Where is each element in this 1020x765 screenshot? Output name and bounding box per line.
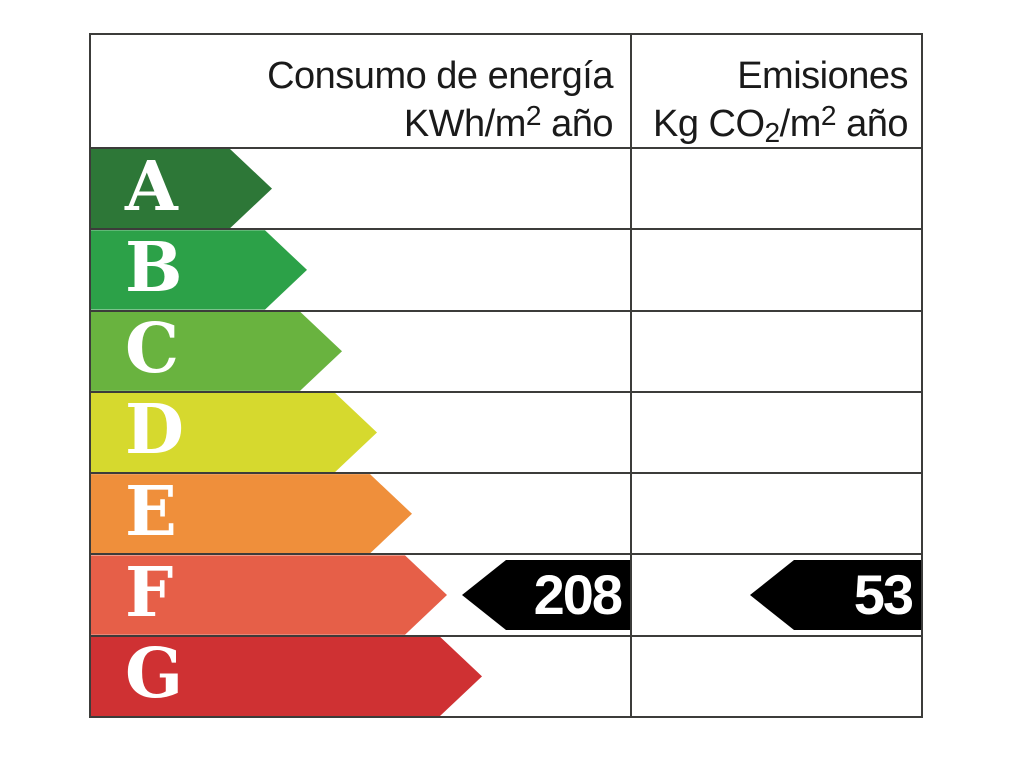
- rating-arrow: A: [91, 149, 272, 228]
- column-divider: [630, 35, 632, 716]
- unit-text: Kg CO: [652, 103, 765, 145]
- header-emissions-column: Emisiones Kg CO2/m2 año: [632, 35, 921, 148]
- rating-letter: D: [125, 390, 184, 471]
- scale-rows: A B C D E F 208 53 G: [91, 147, 921, 716]
- energy-rating-marker-value: 208: [533, 563, 623, 627]
- rating-letter: C: [125, 309, 180, 390]
- rating-arrow: G: [91, 637, 482, 716]
- header-energy-column: Consumo de energía KWh/m2 año: [91, 35, 632, 147]
- emissions-column-unit: Kg CO2/m2 año: [632, 100, 909, 151]
- table-header: Consumo de energía KWh/m2 año Emisiones …: [91, 35, 921, 148]
- scale-row-e: E: [91, 472, 921, 553]
- rating-letter: F: [125, 553, 174, 634]
- unit-text: /m: [779, 103, 822, 145]
- rating-arrow: C: [91, 312, 342, 391]
- unit-subscript: 2: [764, 117, 781, 149]
- energy-column-title: Consumo de energía: [267, 55, 613, 97]
- scale-row-b: B: [91, 228, 921, 309]
- emissions-column-title: Emisiones: [737, 55, 908, 97]
- energy-column-unit: KWh/m2 año: [91, 100, 614, 151]
- scale-row-c: C: [91, 309, 921, 391]
- energy-rating-marker: 208: [462, 560, 630, 631]
- rating-arrow: F: [91, 555, 447, 634]
- rating-arrow: E: [91, 474, 412, 553]
- rating-letter: A: [125, 146, 178, 227]
- rating-letter: E: [125, 471, 177, 552]
- unit-text: año: [836, 103, 908, 145]
- scale-row-g: G: [91, 634, 921, 716]
- rating-letter: B: [125, 227, 183, 308]
- unit-text: año: [541, 103, 613, 145]
- rating-letter: G: [125, 634, 184, 715]
- unit-superscript: 2: [525, 100, 542, 132]
- emissions-rating-marker: 53: [750, 560, 921, 631]
- energy-label-table: Consumo de energía KWh/m2 año Emisiones …: [89, 33, 923, 718]
- rating-arrow: B: [91, 230, 307, 309]
- unit-text: KWh/m: [403, 103, 527, 145]
- scale-row-f: F 208 53: [91, 553, 921, 634]
- scale-row-a: A: [91, 147, 921, 228]
- scale-row-d: D: [91, 390, 921, 472]
- emissions-rating-marker-value: 53: [853, 563, 914, 627]
- rating-arrow: D: [91, 393, 377, 472]
- unit-superscript: 2: [820, 100, 837, 132]
